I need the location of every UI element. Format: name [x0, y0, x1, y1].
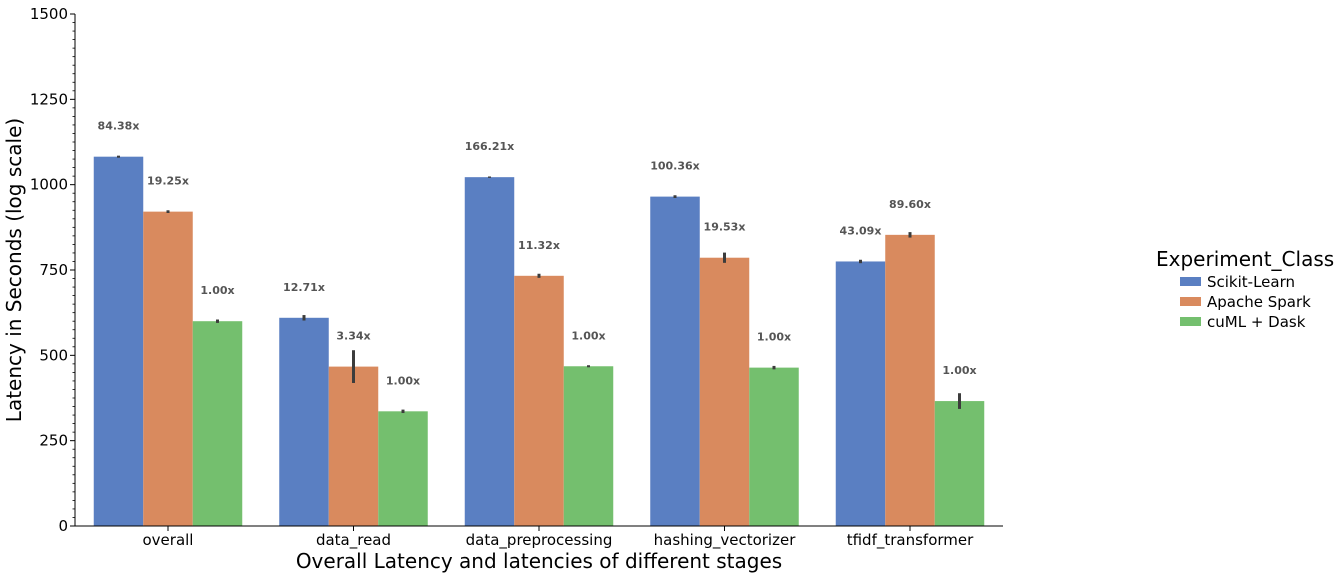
- bar-label-data_read-0: 12.71x: [283, 281, 325, 294]
- legend-label-1: Apache Spark: [1207, 293, 1311, 311]
- legend-swatch-1: [1180, 297, 1201, 306]
- y-tick-label: 1000: [30, 176, 68, 194]
- bar-label-tfidf_transformer-0: 43.09x: [840, 224, 882, 237]
- bar-data_read-1: [328, 366, 379, 526]
- bar-label-overall-0: 84.38x: [98, 120, 140, 133]
- x-ticks-layer: overall data_read data_preprocessing hashin…: [143, 526, 974, 550]
- bar-tfidf_transformer-1: [885, 234, 935, 527]
- legend-swatch-0: [1180, 277, 1201, 286]
- bar-label-data_read-1: 3.34x: [336, 330, 370, 343]
- legend-label-2: cuML + Dask: [1207, 313, 1306, 331]
- bar-data_preprocessing-1: [514, 275, 564, 526]
- y-tick-label: 1250: [30, 90, 68, 108]
- bar-hashing_vectorizer-1: [699, 257, 750, 526]
- x-tick-label: data_preprocessing: [466, 531, 613, 550]
- bar-label-hashing_vectorizer-0: 100.36x: [650, 160, 700, 173]
- bar-label-data_read-2: 1.00x: [386, 374, 420, 387]
- y-tick-label: 750: [39, 261, 68, 279]
- bar-label-overall-2: 1.00x: [200, 284, 234, 297]
- bar-overall-2: [192, 321, 243, 526]
- bar-overall-1: [143, 211, 193, 526]
- legend-swatch-2: [1180, 317, 1201, 326]
- bar-label-hashing_vectorizer-1: 19.53x: [704, 221, 746, 234]
- bar-hashing_vectorizer-2: [749, 367, 799, 526]
- bar-data_preprocessing-0: [464, 177, 515, 526]
- legend-title: Experiment_Class: [1156, 247, 1334, 271]
- bar-tfidf_transformer-2: [934, 401, 985, 526]
- bar-tfidf_transformer-0: [835, 261, 886, 526]
- bar-data_read-2: [378, 411, 428, 526]
- bar-labels-layer: 84.38x 19.25x 1.00x 12.71x 3.34x 1.00x 166.21x…: [98, 120, 977, 388]
- bar-hashing_vectorizer-0: [650, 196, 700, 526]
- x-tick-label: data_read: [316, 531, 391, 550]
- error-bars-layer: [117, 155, 961, 414]
- bar-label-hashing_vectorizer-2: 1.00x: [757, 331, 791, 344]
- y-tick-label: 250: [39, 432, 68, 450]
- bar-data_read-0: [279, 317, 329, 526]
- y-tick-label: 500: [39, 346, 68, 364]
- bars-layer: [93, 156, 985, 527]
- legend-label-0: Scikit-Learn: [1207, 273, 1295, 291]
- x-axis-title: Overall Latency and latencies of differe…: [296, 549, 782, 573]
- bar-label-tfidf_transformer-2: 1.00x: [942, 364, 976, 377]
- bar-data_preprocessing-2: [563, 366, 614, 526]
- bar-label-overall-1: 19.25x: [147, 175, 189, 188]
- bar-label-data_preprocessing-1: 11.32x: [518, 239, 560, 252]
- y-ticks-layer: 0 250 500 750 1000 1250 1500: [30, 5, 75, 535]
- bar-label-data_preprocessing-2: 1.00x: [571, 329, 605, 342]
- bar-label-data_preprocessing-0: 166.21x: [465, 140, 515, 153]
- x-tick-label: tfidf_transformer: [847, 531, 974, 550]
- y-axis-title: Latency in Seconds (log scale): [2, 118, 26, 422]
- y-tick-label: 0: [58, 517, 68, 535]
- legend: Experiment_Class Scikit-Learn Apache Spar…: [1156, 247, 1334, 331]
- x-tick-label: hashing_vectorizer: [654, 531, 797, 550]
- bar-overall-0: [93, 156, 144, 526]
- x-tick-label: overall: [143, 531, 194, 549]
- y-tick-label: 1500: [30, 5, 68, 23]
- bar-label-tfidf_transformer-1: 89.60x: [889, 198, 931, 211]
